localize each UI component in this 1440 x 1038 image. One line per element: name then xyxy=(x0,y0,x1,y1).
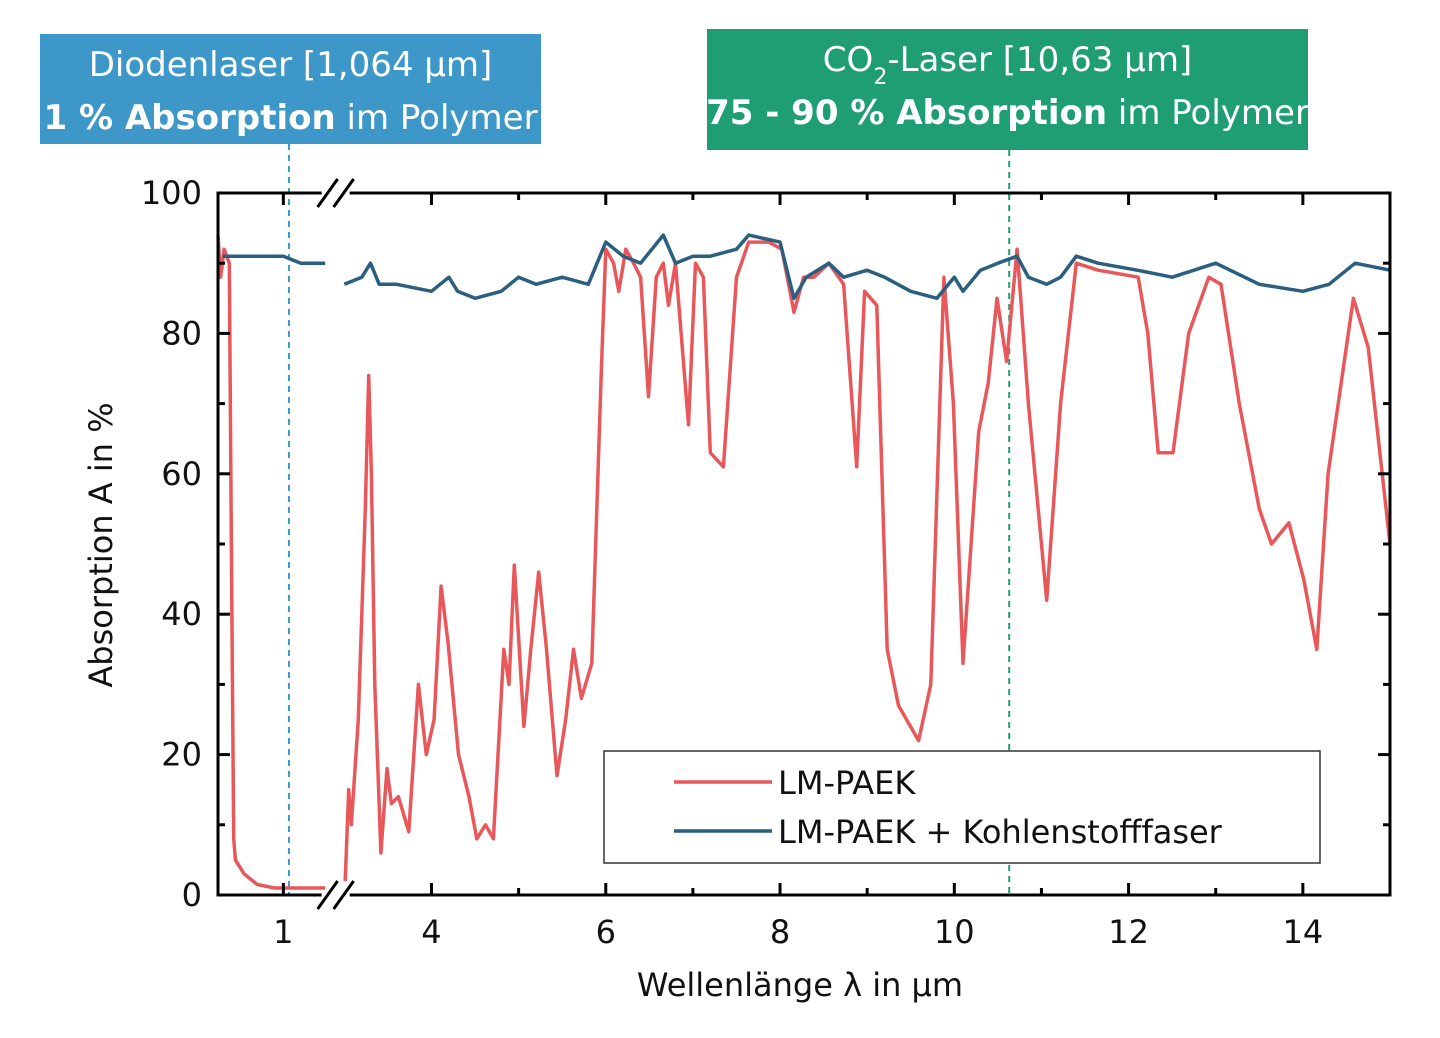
legend-label: LM-PAEK + Kohlenstofffaser xyxy=(778,813,1223,851)
y-tick-label: 0 xyxy=(182,876,202,914)
annotation-text: 1 % Absorption im Polymer xyxy=(43,98,537,138)
axis-break-mark xyxy=(332,880,355,910)
series-line xyxy=(216,234,1392,890)
annotation-text: 75 - 90 % Absorption im Polymer xyxy=(706,93,1309,133)
y-tick-label: 40 xyxy=(161,595,202,633)
x-tick-label: 1 xyxy=(273,913,293,951)
annotation-part: 2 xyxy=(873,65,887,90)
series-line xyxy=(222,233,1391,301)
annotation-part: 1 % Absorption xyxy=(43,98,335,138)
x-tick-label: 14 xyxy=(1283,913,1324,951)
annotation-box xyxy=(40,34,541,144)
axis-break-gap xyxy=(321,891,350,899)
x-tick-label: 12 xyxy=(1108,913,1149,951)
annotation-part: Diodenlaser [1,064 µm] xyxy=(89,45,493,85)
y-axis-label: Absorption A in % xyxy=(82,402,120,687)
annotation-part: 75 - 90 % Absorption xyxy=(706,93,1107,133)
annotation-text: Diodenlaser [1,064 µm] xyxy=(89,45,493,85)
x-tick-label: 4 xyxy=(421,913,441,951)
x-tick-label: 8 xyxy=(770,913,790,951)
x-axis-label: Wellenlänge λ in µm xyxy=(637,966,963,1004)
y-tick-label: 60 xyxy=(161,455,202,493)
annotation-part: CO xyxy=(823,40,874,80)
annotation-part: im Polymer xyxy=(1107,93,1309,133)
y-tick-label: 20 xyxy=(161,736,202,774)
y-tick-label: 100 xyxy=(141,174,202,212)
legend-label: LM-PAEK xyxy=(778,764,916,802)
annotation-box xyxy=(707,29,1308,150)
annotation-text: CO2-Laser [10,63 µm] xyxy=(823,40,1192,90)
annotation-part: -Laser [10,63 µm] xyxy=(887,40,1192,80)
axis-break-mark xyxy=(332,178,355,208)
annotation-part: im Polymer xyxy=(336,98,538,138)
legend-box xyxy=(603,750,1321,864)
x-tick-label: 10 xyxy=(934,913,975,951)
axis-break-mark xyxy=(316,880,339,910)
axis-break-mark xyxy=(316,178,339,208)
y-tick-label: 80 xyxy=(161,314,202,352)
x-tick-label: 6 xyxy=(596,913,616,951)
axis-break-gap xyxy=(321,189,350,197)
